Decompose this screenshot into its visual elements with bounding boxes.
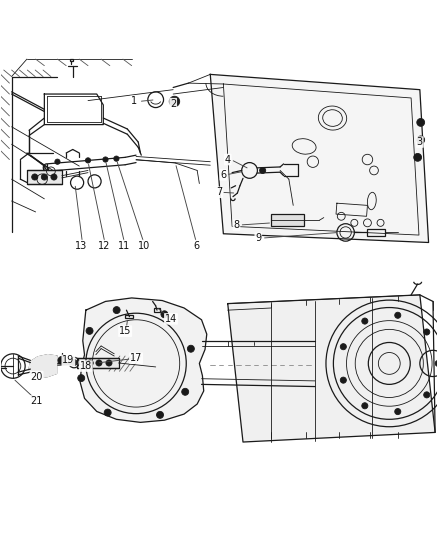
Text: 13: 13 (75, 240, 88, 251)
Bar (125, 315, 133, 318)
Text: 2: 2 (170, 99, 176, 109)
Circle shape (169, 96, 180, 107)
Text: 15: 15 (119, 326, 131, 336)
Circle shape (106, 360, 112, 366)
Circle shape (156, 411, 163, 418)
Circle shape (260, 167, 266, 174)
Bar (77, 358, 119, 368)
Circle shape (78, 375, 85, 382)
Circle shape (55, 159, 60, 164)
Text: 1: 1 (131, 96, 137, 107)
Text: 6: 6 (193, 240, 199, 251)
Circle shape (96, 360, 102, 366)
Text: 10: 10 (138, 240, 150, 251)
Polygon shape (210, 75, 428, 243)
Bar (153, 309, 160, 312)
Circle shape (395, 408, 401, 415)
Text: 21: 21 (30, 396, 42, 406)
Bar (70, 59, 73, 61)
Circle shape (51, 174, 57, 180)
Circle shape (182, 389, 189, 395)
Circle shape (87, 360, 93, 366)
Circle shape (417, 136, 425, 144)
Circle shape (85, 158, 91, 163)
Bar (367, 229, 385, 236)
Circle shape (340, 377, 346, 383)
Circle shape (86, 327, 93, 334)
Text: 12: 12 (99, 240, 111, 251)
Text: 14: 14 (165, 314, 177, 324)
Polygon shape (80, 298, 207, 422)
Circle shape (171, 99, 177, 104)
Circle shape (113, 306, 120, 313)
Circle shape (104, 409, 111, 416)
Polygon shape (29, 354, 57, 378)
Circle shape (340, 344, 346, 350)
Circle shape (32, 174, 38, 180)
Text: 4: 4 (225, 155, 231, 165)
Text: 3: 3 (417, 137, 423, 147)
Text: 19: 19 (62, 356, 74, 365)
Circle shape (424, 392, 430, 398)
Circle shape (41, 174, 47, 180)
Circle shape (187, 345, 194, 352)
Circle shape (424, 329, 430, 335)
Text: 11: 11 (118, 240, 131, 251)
Polygon shape (228, 295, 435, 442)
Text: 18: 18 (80, 361, 92, 371)
Bar (27, 171, 62, 183)
Text: 8: 8 (233, 220, 240, 230)
Circle shape (395, 312, 401, 318)
Circle shape (114, 156, 119, 161)
Text: 7: 7 (216, 187, 222, 197)
Circle shape (58, 357, 66, 364)
Bar (272, 214, 304, 227)
Text: 6: 6 (220, 170, 226, 180)
Circle shape (103, 157, 108, 162)
Circle shape (71, 359, 77, 366)
Circle shape (362, 403, 368, 409)
Circle shape (161, 311, 168, 318)
Text: 20: 20 (30, 372, 42, 382)
Circle shape (414, 154, 422, 161)
Polygon shape (44, 94, 103, 125)
Circle shape (417, 118, 425, 126)
Text: 17: 17 (130, 353, 142, 363)
Text: 9: 9 (255, 233, 261, 243)
Circle shape (435, 360, 438, 367)
Circle shape (362, 318, 368, 324)
